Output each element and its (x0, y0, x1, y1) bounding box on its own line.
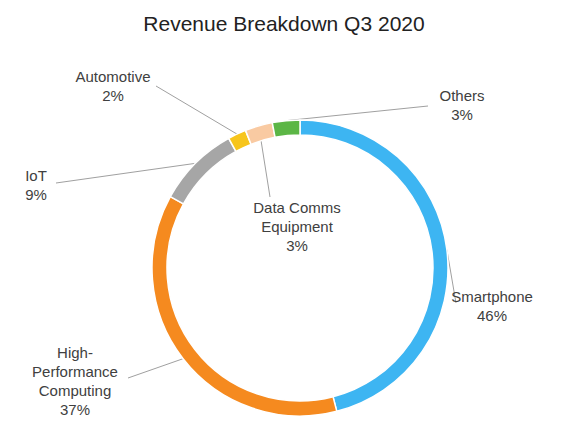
svg-text:46%: 46% (477, 307, 507, 324)
svg-text:Smartphone: Smartphone (451, 288, 533, 305)
svg-text:IoT: IoT (25, 167, 47, 184)
svg-text:3%: 3% (451, 106, 473, 123)
svg-text:Performance: Performance (32, 363, 118, 380)
svg-text:Data Comms: Data Comms (253, 199, 341, 216)
svg-text:37%: 37% (60, 401, 90, 418)
svg-text:High-: High- (57, 344, 93, 361)
svg-text:Others: Others (439, 87, 484, 104)
svg-text:9%: 9% (25, 186, 47, 203)
svg-text:Computing: Computing (39, 382, 112, 399)
svg-text:Automotive: Automotive (75, 68, 150, 85)
svg-text:3%: 3% (286, 237, 308, 254)
svg-text:2%: 2% (102, 87, 124, 104)
svg-text:Equipment: Equipment (261, 218, 334, 235)
svg-text:Revenue Breakdown Q3 2020: Revenue Breakdown Q3 2020 (143, 12, 424, 35)
